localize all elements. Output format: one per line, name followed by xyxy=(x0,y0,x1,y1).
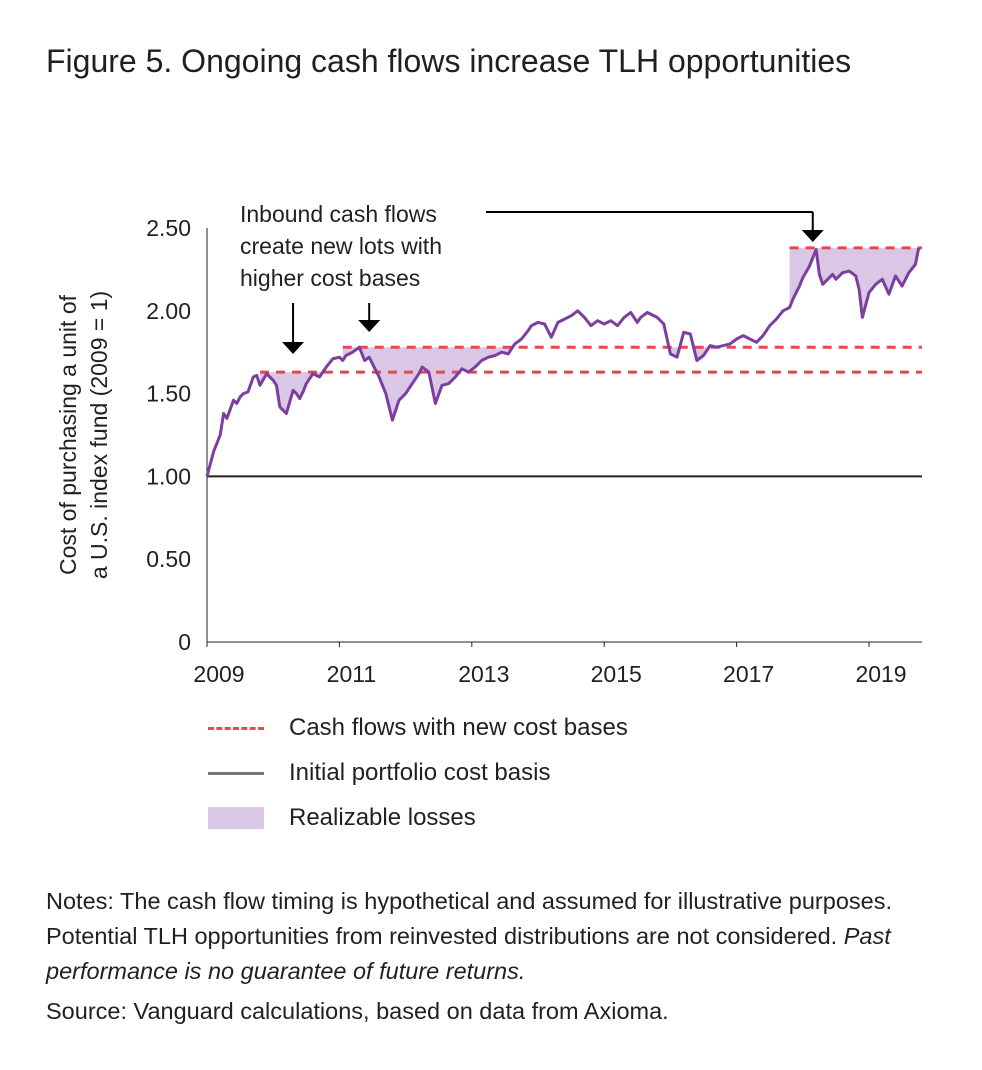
legend-item-realizable-losses: Realizable losses xyxy=(208,802,808,834)
annotation-arrow-head xyxy=(801,230,824,242)
fill-swatch xyxy=(208,807,264,829)
realizable-loss-area xyxy=(342,347,360,361)
y-tick-label: 2.50 xyxy=(146,215,191,241)
chart-notes: Notes: The cash flow timing is hypotheti… xyxy=(46,884,926,989)
source-text: Vanguard calculations, based on data fro… xyxy=(127,998,669,1024)
annotation-text-line: higher cost bases xyxy=(240,265,420,291)
annotation-arrow-head xyxy=(358,320,381,332)
y-tick-label: 0.50 xyxy=(146,546,191,572)
solid-line-swatch xyxy=(208,772,264,775)
series-lines xyxy=(205,247,921,477)
x-tick-label: 2015 xyxy=(591,661,642,687)
annotation-text-line: Inbound cash flows xyxy=(240,201,437,227)
notes-label: Notes: xyxy=(46,888,114,914)
annotation: Inbound cash flows create new lots with hi… xyxy=(240,201,824,354)
notes-disclaimer: Past performance is no guarantee of futu… xyxy=(46,923,891,984)
x-tick-label: 2013 xyxy=(458,661,509,687)
chart-source: Source: Vanguard calculations, based on … xyxy=(46,994,926,1029)
legend-label: Cash flows with new cost bases xyxy=(289,714,628,741)
legend-item-initial-basis: Initial portfolio cost basis xyxy=(208,757,808,789)
y-tick-label: 2.00 xyxy=(146,298,191,324)
y-axis-label-line2: a U.S. index fund (2009 = 1) xyxy=(86,291,112,579)
realizable-loss-area xyxy=(789,247,919,318)
annotation-arrow-head xyxy=(282,342,305,354)
figure-title: Figure 5. Ongoing cash flows increase TL… xyxy=(46,43,852,79)
y-axis-label-line1: Cost of purchasing a unit of xyxy=(55,294,81,575)
notes-text: The cash flow timing is hypothetical and… xyxy=(46,888,892,949)
line-chart: 0 0.50 1.00 1.50 2.00 2.50 2009 2011 2013 2015 201… xyxy=(55,201,922,687)
source-label: Source: xyxy=(46,998,127,1024)
dashed-line-swatch xyxy=(208,727,264,730)
y-tick-label: 1.00 xyxy=(146,463,191,489)
annotation-text-line: create new lots with xyxy=(240,233,442,259)
x-tick-label: 2011 xyxy=(327,661,376,687)
legend-label: Realizable losses xyxy=(289,804,476,831)
x-tick-label: 2017 xyxy=(723,661,774,687)
legend-label: Initial portfolio cost basis xyxy=(289,759,551,786)
index-fund-cost-line xyxy=(205,247,921,477)
legend-item-cash-flows: Cash flows with new cost bases xyxy=(208,712,808,744)
axes: 0 0.50 1.00 1.50 2.00 2.50 2009 2011 2013 2015 201… xyxy=(55,215,922,687)
x-tick-label: 2019 xyxy=(855,661,906,687)
cost-basis-lines xyxy=(207,246,922,478)
y-tick-label: 1.50 xyxy=(146,381,191,407)
x-tick-label: 2009 xyxy=(193,661,244,687)
y-tick-label: 0 xyxy=(178,629,191,655)
